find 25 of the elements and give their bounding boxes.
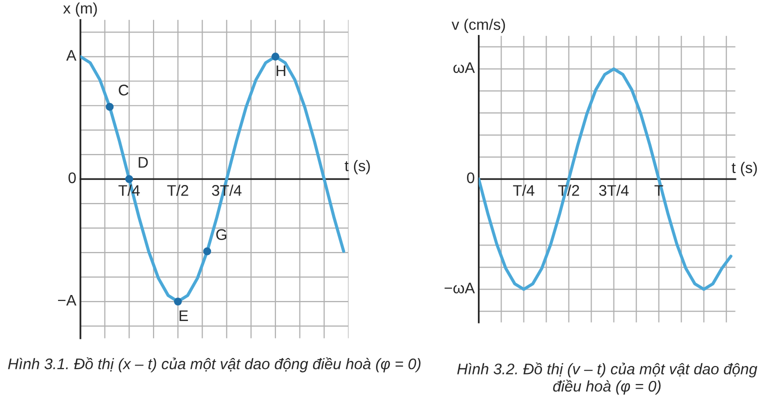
annotation: C [118, 84, 128, 96]
y-axis-title: v (cm/s) [452, 18, 505, 33]
text: Hình 3.1. Đồ thị (x – t) của một vật dao động điều hoà (φ = 0) [8, 357, 420, 372]
point [203, 247, 212, 256]
x-axis-title: t (s) [732, 162, 757, 176]
point [106, 102, 114, 111]
point [174, 298, 182, 306]
x-tick-label: T/4 [513, 184, 534, 196]
y-axis-title: x (m) [63, 2, 97, 17]
point [125, 175, 134, 184]
text: A [66, 50, 76, 61]
text: 0 [467, 172, 474, 184]
annotation: H [276, 66, 286, 76]
point [271, 52, 280, 61]
x-tick-label: 3T/4 [599, 184, 629, 196]
x-tick-label: T/2 [167, 184, 188, 196]
annotation: D [138, 157, 148, 168]
text: Hình 3.2. Đồ thị (v – t) của một vật dao động điều hoà (φ = 0) [457, 362, 758, 395]
text: 0 [68, 172, 76, 184]
text: −ωA [444, 282, 475, 294]
x-axis-title: t (s) [344, 160, 370, 174]
annotation: G [216, 229, 226, 240]
text: −A [58, 295, 76, 306]
text: ωA [453, 62, 475, 73]
annotation: E [180, 310, 188, 321]
